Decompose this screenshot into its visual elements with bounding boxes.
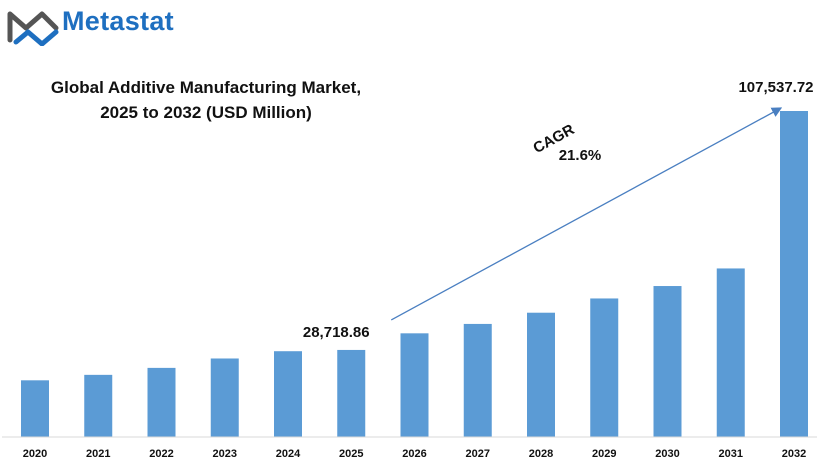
bar-2028	[527, 312, 555, 437]
data-label-2025: 28,718.86	[303, 324, 370, 341]
x-tick-label-2029: 2029	[592, 448, 616, 460]
bar-2029	[590, 298, 619, 437]
chart-title-line-1: Global Additive Manufacturing Market,	[50, 78, 362, 97]
bar-2024	[274, 351, 302, 437]
bar-2025	[337, 349, 366, 437]
bar-2023	[210, 358, 239, 437]
x-tick-label-2022: 2022	[149, 448, 173, 460]
x-tick-label-2030: 2030	[655, 448, 679, 460]
bar-2031	[716, 268, 745, 437]
cagr-arrow	[390, 107, 783, 321]
bar-2032	[780, 111, 808, 437]
data-label-2032: 107,537.72	[738, 79, 813, 96]
x-tick-labels: 2020 2021 2022 2023 2024 2025 2026 2027 2028 2029…	[23, 448, 806, 460]
bar-2027	[463, 323, 492, 437]
metastat-logo-icon	[7, 11, 59, 46]
cagr-value: 21.6%	[559, 147, 602, 164]
bar-2030	[653, 286, 682, 437]
bars-group	[21, 111, 808, 437]
bar-2026	[400, 333, 429, 437]
brand-name: Metastat	[62, 6, 174, 36]
bar-2021	[84, 374, 113, 437]
x-tick-label-2026: 2026	[402, 448, 426, 460]
x-tick-label-2028: 2028	[529, 448, 553, 460]
chart-title-line-2: 2025 to 2032 (USD Million)	[100, 103, 312, 122]
x-tick-label-2031: 2031	[719, 448, 743, 460]
x-tick-label-2027: 2027	[466, 448, 490, 460]
x-tick-label-2032: 2032	[782, 448, 806, 460]
x-tick-label-2024: 2024	[276, 448, 301, 460]
chart-title: Global Additive Manufacturing Market, 20…	[20, 75, 392, 125]
bar-2020	[21, 380, 49, 437]
x-tick-label-2025: 2025	[339, 448, 363, 460]
x-tick-label-2020: 2020	[23, 448, 47, 460]
bar-2022	[147, 367, 176, 437]
data-labels: 28,718.86 107,537.72	[303, 79, 814, 341]
x-tick-label-2023: 2023	[213, 448, 237, 460]
x-tick-label-2021: 2021	[86, 448, 110, 460]
